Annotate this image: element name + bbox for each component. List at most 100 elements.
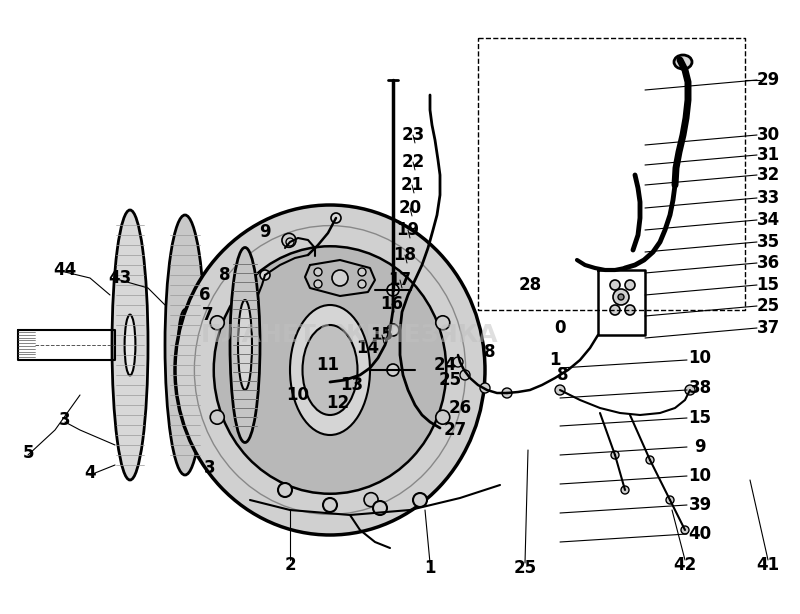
Circle shape — [387, 364, 399, 376]
Circle shape — [358, 280, 366, 288]
Text: 5: 5 — [22, 444, 34, 462]
Text: 4: 4 — [84, 464, 96, 482]
Text: 12: 12 — [326, 394, 350, 412]
Circle shape — [278, 483, 292, 497]
Text: 40: 40 — [689, 525, 711, 543]
Text: 42: 42 — [674, 556, 697, 574]
Text: 33: 33 — [756, 189, 780, 207]
Text: 6: 6 — [199, 286, 210, 304]
Circle shape — [332, 270, 348, 286]
Text: 1: 1 — [424, 559, 436, 577]
Ellipse shape — [214, 246, 446, 494]
Text: 43: 43 — [108, 269, 132, 287]
Circle shape — [480, 383, 490, 393]
Circle shape — [364, 492, 378, 507]
Circle shape — [282, 233, 296, 247]
Circle shape — [611, 451, 619, 459]
Text: 32: 32 — [756, 166, 780, 184]
Text: 15: 15 — [689, 409, 711, 427]
Text: 2: 2 — [284, 556, 296, 574]
Text: 8: 8 — [558, 366, 569, 384]
Text: 17: 17 — [389, 271, 411, 289]
Text: 21: 21 — [401, 176, 423, 194]
Circle shape — [610, 305, 620, 315]
Text: 9: 9 — [694, 438, 706, 456]
Text: 1: 1 — [550, 351, 561, 369]
Text: 23: 23 — [402, 126, 425, 144]
Text: 26: 26 — [449, 399, 471, 417]
Text: 31: 31 — [757, 146, 779, 164]
Text: 27: 27 — [443, 421, 466, 439]
Text: 39: 39 — [688, 496, 712, 514]
Text: 25: 25 — [438, 371, 462, 389]
Text: 0: 0 — [554, 319, 566, 337]
Text: 16: 16 — [381, 295, 403, 313]
Text: 15: 15 — [370, 326, 394, 344]
Ellipse shape — [674, 55, 692, 69]
Text: 13: 13 — [341, 376, 363, 394]
Text: 38: 38 — [689, 379, 711, 397]
Circle shape — [314, 268, 322, 276]
Circle shape — [681, 526, 689, 534]
Text: 36: 36 — [757, 254, 779, 272]
Text: 14: 14 — [357, 339, 379, 357]
Circle shape — [453, 357, 463, 367]
Ellipse shape — [230, 247, 260, 443]
Circle shape — [260, 270, 270, 280]
Text: 3: 3 — [204, 459, 216, 477]
Circle shape — [613, 289, 629, 305]
Circle shape — [502, 388, 512, 398]
Text: 30: 30 — [757, 126, 779, 144]
Text: 29: 29 — [756, 71, 780, 89]
Text: 10: 10 — [286, 386, 310, 404]
Circle shape — [210, 316, 224, 330]
Ellipse shape — [165, 215, 205, 475]
Circle shape — [685, 385, 695, 395]
Circle shape — [210, 410, 224, 424]
Circle shape — [331, 213, 341, 223]
Circle shape — [555, 385, 565, 395]
Ellipse shape — [290, 305, 370, 435]
Circle shape — [387, 324, 399, 336]
Circle shape — [387, 284, 399, 296]
Text: 34: 34 — [756, 211, 780, 229]
Text: 10: 10 — [689, 467, 711, 485]
Circle shape — [625, 280, 635, 290]
Circle shape — [436, 410, 450, 424]
Text: 15: 15 — [757, 276, 779, 294]
Circle shape — [666, 496, 674, 504]
Text: 18: 18 — [394, 246, 417, 264]
Text: 44: 44 — [54, 261, 77, 279]
Ellipse shape — [112, 210, 148, 480]
Circle shape — [621, 486, 629, 494]
Circle shape — [436, 316, 450, 330]
Text: 9: 9 — [259, 223, 271, 241]
Text: 25: 25 — [514, 559, 537, 577]
Circle shape — [373, 501, 387, 515]
Text: 24: 24 — [434, 356, 457, 374]
Circle shape — [646, 456, 654, 464]
Ellipse shape — [125, 314, 135, 375]
Ellipse shape — [178, 309, 192, 381]
Circle shape — [358, 268, 366, 276]
Text: 10: 10 — [689, 349, 711, 367]
Text: 41: 41 — [757, 556, 779, 574]
Circle shape — [460, 370, 470, 380]
Text: 11: 11 — [317, 356, 339, 374]
Text: 25: 25 — [757, 297, 779, 315]
Text: 22: 22 — [402, 153, 425, 171]
Text: 3: 3 — [59, 411, 71, 429]
Text: 35: 35 — [757, 233, 779, 251]
Ellipse shape — [302, 325, 358, 415]
Circle shape — [618, 294, 624, 300]
Text: 19: 19 — [397, 221, 419, 239]
Ellipse shape — [238, 300, 252, 390]
Circle shape — [286, 238, 294, 246]
Text: 8: 8 — [484, 343, 496, 361]
Ellipse shape — [175, 205, 485, 535]
Text: 8: 8 — [219, 266, 230, 284]
Text: 7: 7 — [202, 306, 214, 324]
Text: ПЛАНЕТАЖЕЛЕЗЯКА: ПЛАНЕТАЖЕЛЕЗЯКА — [201, 323, 499, 347]
Circle shape — [323, 498, 337, 512]
Circle shape — [625, 305, 635, 315]
